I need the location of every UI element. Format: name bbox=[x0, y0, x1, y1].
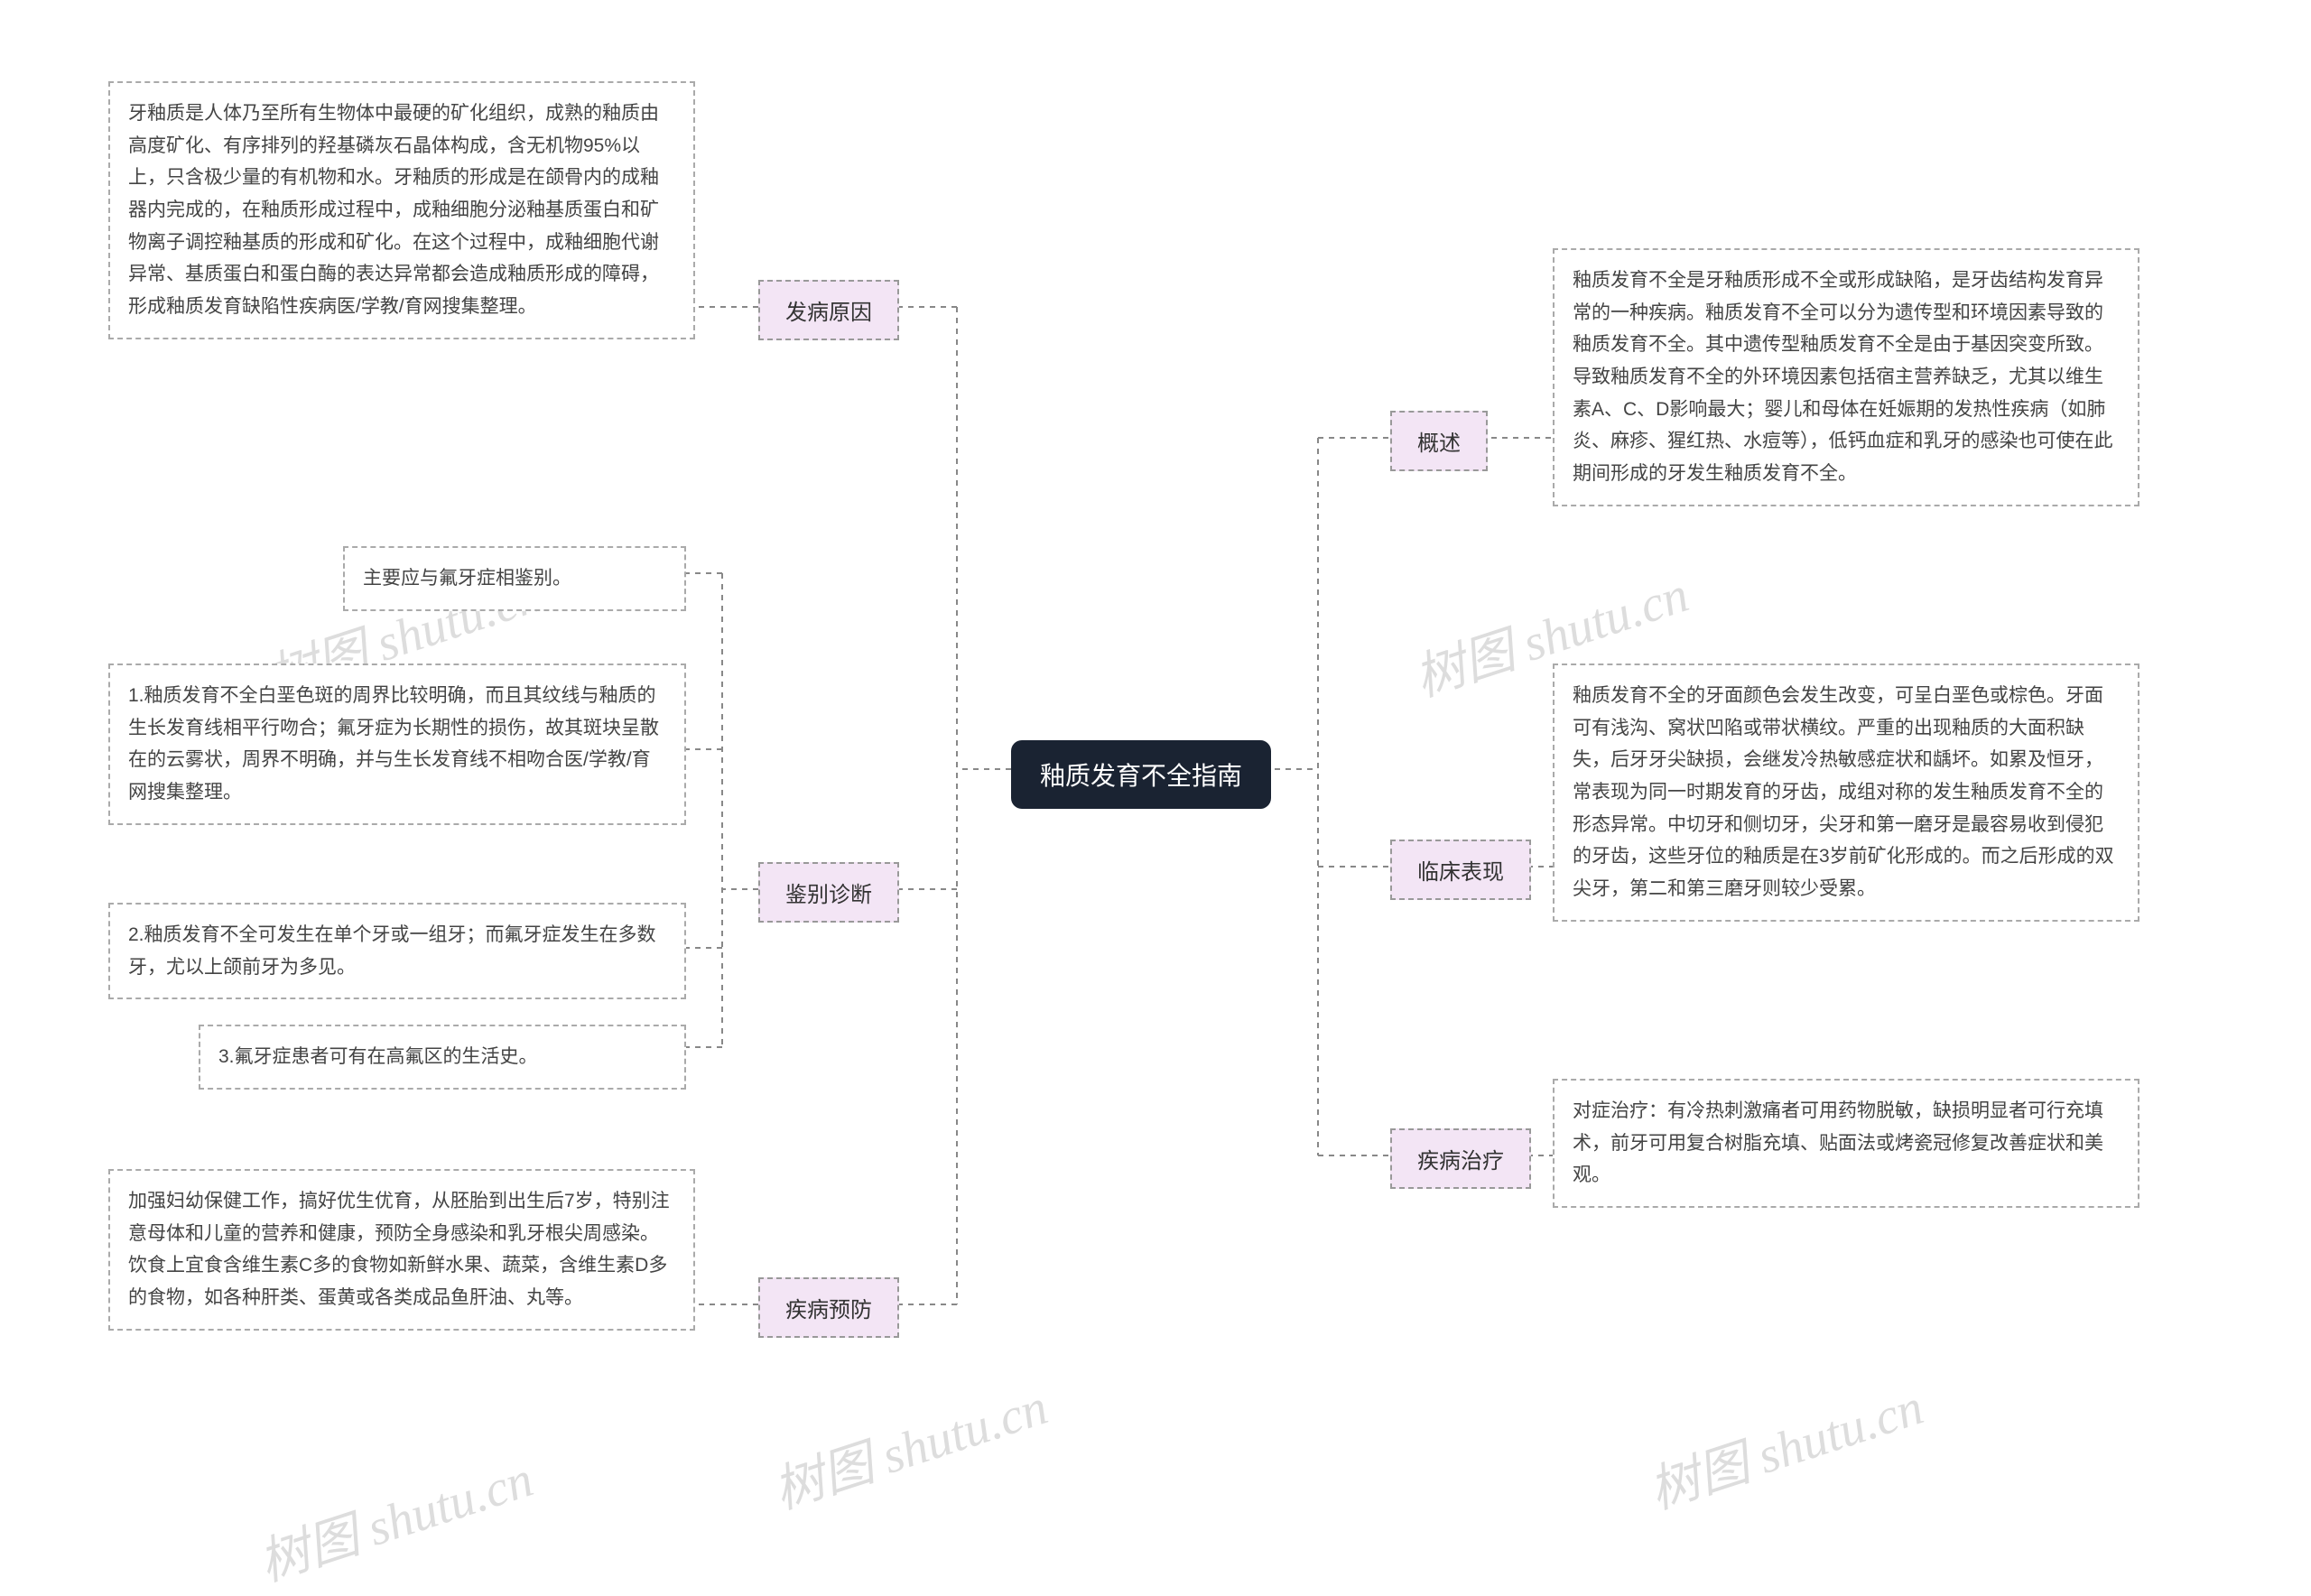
watermark: 树图 shutu.cn bbox=[763, 1366, 1055, 1523]
leaf-diagnosis-3: 3.氟牙症患者可有在高氟区的生活史。 bbox=[199, 1025, 686, 1090]
watermark: 树图 shutu.cn bbox=[248, 1438, 541, 1595]
watermark: 树图 shutu.cn bbox=[1638, 1366, 1931, 1523]
branch-prevention[interactable]: 疾病预防 bbox=[758, 1277, 899, 1338]
branch-clinical[interactable]: 临床表现 bbox=[1390, 840, 1531, 900]
leaf-clinical-text: 釉质发育不全的牙面颜色会发生改变，可呈白垩色或棕色。牙面可有浅沟、窝状凹陷或带状… bbox=[1553, 663, 2139, 922]
leaf-overview-text: 釉质发育不全是牙釉质形成不全或形成缺陷，是牙齿结构发育异常的一种疾病。釉质发育不… bbox=[1553, 248, 2139, 506]
leaf-cause-text: 牙釉质是人体乃至所有生物体中最硬的矿化组织，成熟的釉质由高度矿化、有序排列的羟基… bbox=[108, 81, 695, 339]
leaf-diagnosis-2: 2.釉质发育不全可发生在单个牙或一组牙；而氟牙症发生在多数牙，尤以上颌前牙为多见… bbox=[108, 903, 686, 999]
center-node[interactable]: 釉质发育不全指南 bbox=[1011, 740, 1271, 809]
mindmap-container: 树图 shutu.cn 树图 shutu.cn 树图 shutu.cn 树图 s… bbox=[0, 0, 2311, 1538]
leaf-treatment-text: 对症治疗：有冷热刺激痛者可用药物脱敏，缺损明显者可行充填术，前牙可用复合树脂充填… bbox=[1553, 1079, 2139, 1208]
leaf-diagnosis-0: 主要应与氟牙症相鉴别。 bbox=[343, 546, 686, 611]
branch-overview[interactable]: 概述 bbox=[1390, 411, 1488, 471]
leaf-diagnosis-1: 1.釉质发育不全白垩色斑的周界比较明确，而且其纹线与釉质的生长发育线相平行吻合；… bbox=[108, 663, 686, 825]
branch-cause[interactable]: 发病原因 bbox=[758, 280, 899, 340]
leaf-prevention-text: 加强妇幼保健工作，搞好优生优育，从胚胎到出生后7岁，特别注意母体和儿童的营养和健… bbox=[108, 1169, 695, 1331]
branch-treatment[interactable]: 疾病治疗 bbox=[1390, 1128, 1531, 1189]
branch-diagnosis[interactable]: 鉴别诊断 bbox=[758, 862, 899, 923]
